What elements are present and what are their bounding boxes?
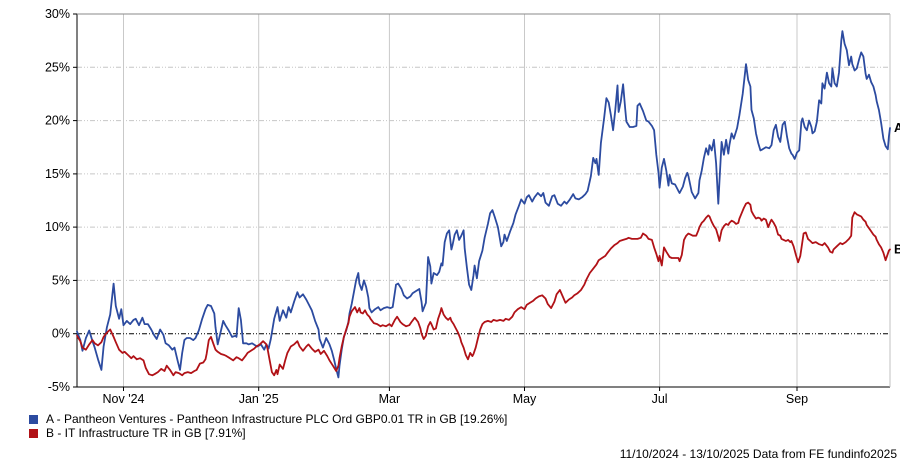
y-tick-label: 15% (45, 167, 70, 181)
legend-swatch-b (29, 429, 38, 438)
x-tick-label: Sep (786, 392, 808, 406)
legend-label-a: A - Pantheon Ventures - Pantheon Infrast… (46, 412, 508, 426)
x-tick-label: Nov '24 (103, 392, 145, 406)
legend-item-b: B - IT Infrastructure TR in GB [7.91%] (29, 427, 507, 440)
y-tick-label: 25% (45, 60, 70, 74)
series-a-line (76, 30, 891, 379)
y-tick-label: 10% (45, 220, 70, 234)
y-tick-label: 20% (45, 114, 70, 128)
x-tick-label: Jan '25 (239, 392, 279, 406)
legend-item-a: A - Pantheon Ventures - Pantheon Infrast… (29, 413, 507, 426)
date-range-note: 11/10/2024 - 13/10/2025 Data from FE fun… (619, 447, 897, 461)
legend-label-b: B - IT Infrastructure TR in GB [7.91%] (46, 426, 246, 440)
legend-swatch-a (29, 415, 38, 424)
y-tick-label: 5% (52, 273, 70, 287)
y-tick-label: -5% (48, 380, 70, 394)
x-tick-label: Mar (379, 392, 401, 406)
series-end-label-b: B (894, 242, 900, 256)
series-end-label-a: A (894, 121, 900, 135)
series-b-line (76, 201, 891, 377)
y-tick-label: 30% (45, 7, 70, 21)
performance-chart: 30% 25% 20% 15% 10% 5% 0% -5% Nov '24 Jan '25 Mar M… (45, 7, 900, 406)
x-tick-label: Jul (652, 392, 668, 406)
x-tick-label: May (513, 392, 537, 406)
y-tick-label: 0% (52, 327, 70, 341)
legend: A - Pantheon Ventures - Pantheon Infrast… (29, 413, 507, 441)
